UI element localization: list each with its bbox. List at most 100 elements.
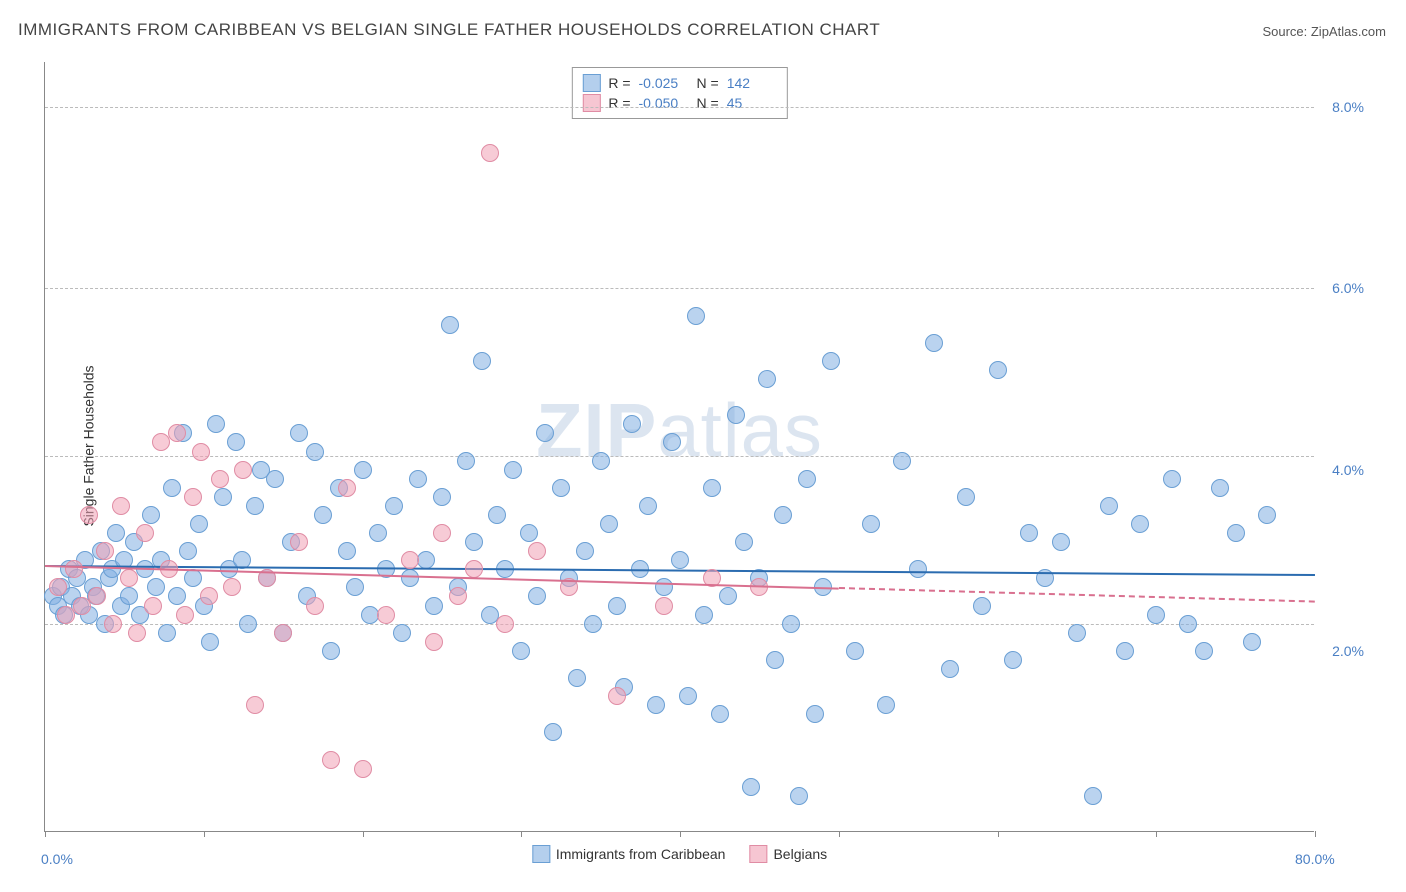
x-tick — [521, 831, 522, 837]
scatter-point — [481, 144, 499, 162]
scatter-point — [354, 461, 372, 479]
scatter-point — [88, 587, 106, 605]
scatter-point — [234, 461, 252, 479]
correlation-stats-box: R =-0.025N =142R =-0.050N =45 — [571, 67, 787, 119]
scatter-point — [147, 578, 165, 596]
scatter-point — [671, 551, 689, 569]
scatter-point — [144, 597, 162, 615]
scatter-point — [457, 452, 475, 470]
scatter-point — [152, 433, 170, 451]
source-label: Source: — [1262, 24, 1310, 39]
scatter-point — [369, 524, 387, 542]
scatter-point — [608, 597, 626, 615]
scatter-point — [893, 452, 911, 470]
scatter-point — [655, 597, 673, 615]
plot-area: ZIPatlas R =-0.025N =142R =-0.050N =45 I… — [44, 62, 1314, 832]
scatter-point — [120, 569, 138, 587]
x-tick — [998, 831, 999, 837]
scatter-point — [346, 578, 364, 596]
scatter-point — [663, 433, 681, 451]
scatter-point — [758, 370, 776, 388]
scatter-point — [120, 587, 138, 605]
scatter-point — [393, 624, 411, 642]
watermark: ZIPatlas — [536, 388, 823, 475]
scatter-point — [727, 406, 745, 424]
scatter-point — [925, 334, 943, 352]
gridline — [45, 456, 1314, 457]
scatter-point — [306, 597, 324, 615]
scatter-point — [623, 415, 641, 433]
x-tick — [680, 831, 681, 837]
scatter-point — [742, 778, 760, 796]
scatter-point — [57, 606, 75, 624]
scatter-point — [207, 415, 225, 433]
x-tick — [204, 831, 205, 837]
scatter-point — [306, 443, 324, 461]
scatter-point — [192, 443, 210, 461]
scatter-point — [290, 424, 308, 442]
scatter-point — [425, 633, 443, 651]
scatter-point — [608, 687, 626, 705]
scatter-point — [385, 497, 403, 515]
stat-r-label: R = — [608, 75, 630, 91]
scatter-point — [401, 551, 419, 569]
scatter-point — [354, 760, 372, 778]
scatter-point — [184, 488, 202, 506]
stats-row: R =-0.050N =45 — [582, 94, 776, 112]
scatter-point — [695, 606, 713, 624]
scatter-point — [465, 560, 483, 578]
scatter-point — [735, 533, 753, 551]
scatter-point — [576, 542, 594, 560]
scatter-point — [201, 633, 219, 651]
scatter-point — [227, 433, 245, 451]
stat-n-value: 45 — [727, 95, 777, 111]
scatter-point — [184, 569, 202, 587]
scatter-point — [1020, 524, 1038, 542]
scatter-point — [806, 705, 824, 723]
x-tick — [1315, 831, 1316, 837]
scatter-point — [711, 705, 729, 723]
legend-swatch — [749, 845, 767, 863]
legend-swatch — [582, 74, 600, 92]
scatter-point — [1116, 642, 1134, 660]
scatter-point — [488, 506, 506, 524]
y-tick-label: 2.0% — [1332, 643, 1364, 659]
scatter-point — [211, 470, 229, 488]
scatter-point — [1147, 606, 1165, 624]
scatter-point — [1004, 651, 1022, 669]
scatter-point — [1243, 633, 1261, 651]
scatter-point — [782, 615, 800, 633]
scatter-point — [528, 587, 546, 605]
scatter-point — [449, 587, 467, 605]
scatter-point — [246, 497, 264, 515]
scatter-point — [401, 569, 419, 587]
source-attribution: Source: ZipAtlas.com — [1262, 24, 1386, 39]
scatter-point — [409, 470, 427, 488]
scatter-point — [266, 470, 284, 488]
scatter-point — [465, 533, 483, 551]
y-tick-label: 4.0% — [1332, 462, 1364, 478]
scatter-point — [433, 524, 451, 542]
scatter-point — [877, 696, 895, 714]
scatter-point — [544, 723, 562, 741]
scatter-point — [1258, 506, 1276, 524]
scatter-point — [176, 606, 194, 624]
scatter-point — [377, 606, 395, 624]
scatter-point — [504, 461, 522, 479]
scatter-point — [80, 506, 98, 524]
scatter-point — [223, 578, 241, 596]
y-tick-label: 6.0% — [1332, 280, 1364, 296]
scatter-point — [168, 424, 186, 442]
scatter-point — [425, 597, 443, 615]
scatter-point — [274, 624, 292, 642]
scatter-point — [798, 470, 816, 488]
scatter-point — [290, 533, 308, 551]
gridline — [45, 624, 1314, 625]
scatter-point — [941, 660, 959, 678]
scatter-point — [246, 696, 264, 714]
scatter-point — [49, 578, 67, 596]
scatter-point — [107, 524, 125, 542]
gridline — [45, 288, 1314, 289]
scatter-point — [239, 615, 257, 633]
watermark-light: atlas — [657, 389, 823, 474]
